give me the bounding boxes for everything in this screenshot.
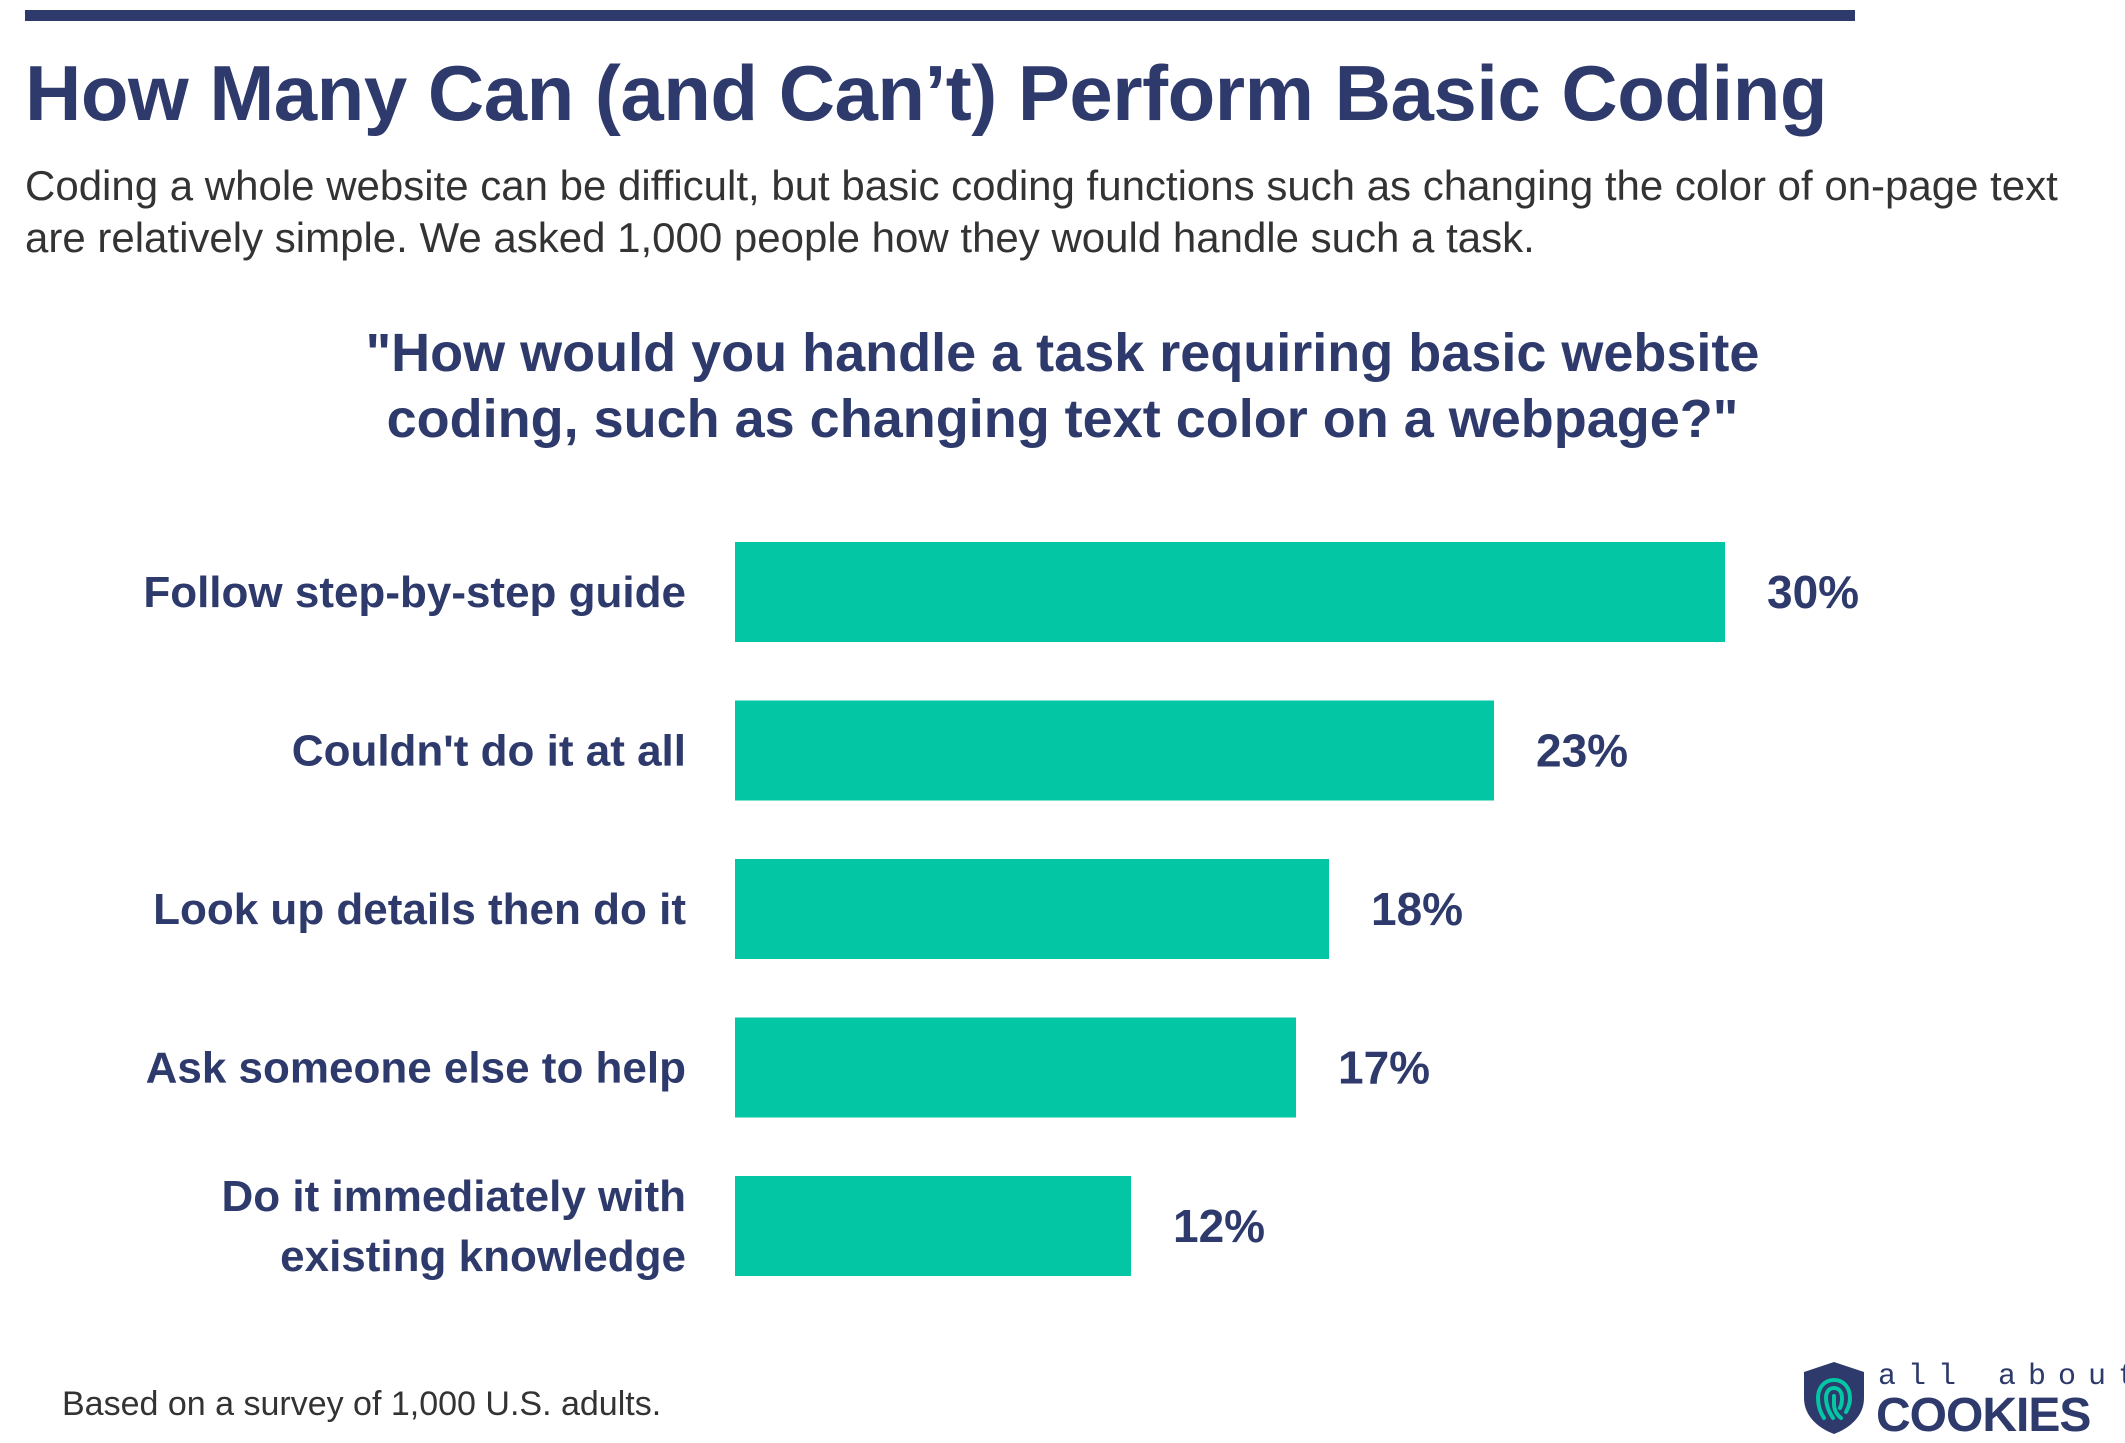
chart-question-line-1: "How would you handle a task requiring b… [365,323,1760,383]
category-label-3: Ask someone else to help [146,1044,686,1093]
value-label-3: 17% [1338,1042,1430,1094]
category-label-1: Couldn't do it at all [292,727,686,776]
fingerprint-shield-icon [1804,1362,1864,1434]
bar-2 [735,859,1329,959]
category-label-0: Follow step-by-step guide [143,568,686,617]
category-label-4: Do it immediately with existing knowledge [221,1172,686,1281]
bar-0 [735,542,1725,642]
top-rule [25,10,1855,21]
value-label-1: 23% [1536,725,1628,777]
category-label-line: Couldn't do it at all [292,727,686,776]
logo-text-big: COOKIES [1876,1389,2091,1442]
bar-1 [735,700,1494,801]
page-subtitle: Coding a whole website can be difficult,… [25,162,2058,261]
category-label-2: Look up details then do it [153,885,686,934]
chart-question: "How would you handle a task requiring b… [0,320,2125,452]
value-label-0: 30% [1767,566,1859,618]
category-label-line: Follow step-by-step guide [143,568,686,617]
category-label-line: Do it immediately with [221,1172,686,1221]
chart-question-line-2: coding, such as changing text color on a… [386,389,1739,449]
bar-4 [735,1176,1131,1276]
bar-3 [735,1017,1296,1118]
value-label-4: 12% [1173,1200,1265,1252]
category-label-line: Ask someone else to help [146,1044,686,1093]
page-title: How Many Can (and Can’t) Perform Basic C… [25,49,1828,137]
logo-text-small: all about [1878,1360,2125,1394]
all-about-cookies-logo: all about COOKIES [1800,1360,2125,1442]
category-label-line: Look up details then do it [153,885,686,934]
value-label-2: 18% [1371,883,1463,935]
survey-footnote: Based on a survey of 1,000 U.S. adults. [62,1385,662,1423]
category-label-line: existing knowledge [280,1232,686,1281]
